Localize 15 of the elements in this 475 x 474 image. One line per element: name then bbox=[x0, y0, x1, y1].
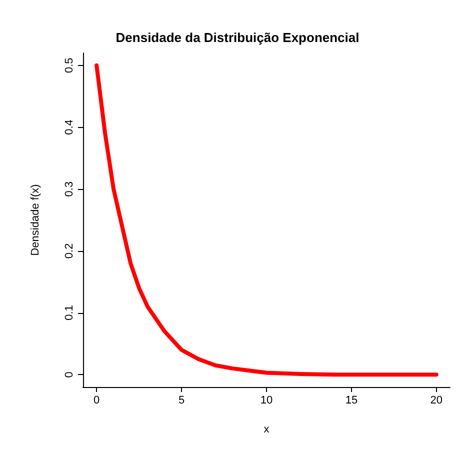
chart-title: Densidade da Distribuição Exponencial bbox=[116, 30, 360, 45]
x-tick-label: 15 bbox=[345, 394, 358, 406]
x-tick-label: 20 bbox=[430, 394, 443, 406]
x-axis-title: x bbox=[264, 424, 270, 436]
x-tick-label: 5 bbox=[178, 394, 185, 406]
y-tick-label: 0.2 bbox=[64, 243, 76, 259]
y-tick-label: 0.4 bbox=[64, 120, 76, 135]
y-tick-label: 0.3 bbox=[64, 181, 76, 197]
y-tick-label: 0 bbox=[64, 372, 76, 378]
x-tick-label: 0 bbox=[94, 394, 100, 406]
line-series bbox=[94, 63, 438, 377]
y-tick-label: 0.5 bbox=[64, 58, 76, 74]
x-tick-label: 10 bbox=[260, 394, 273, 406]
y-tick-label: 0.1 bbox=[64, 305, 76, 320]
y-axis-title: Densidade f(x) bbox=[30, 184, 42, 256]
